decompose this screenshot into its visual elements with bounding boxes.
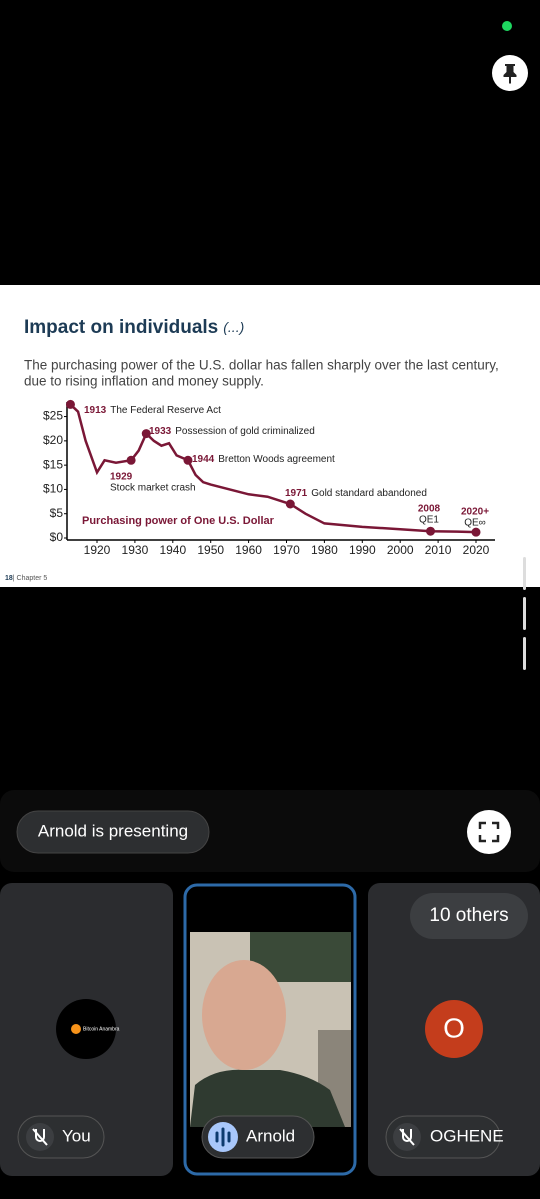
x-tick-label: 2020	[463, 543, 490, 557]
tile-name: You	[62, 1126, 91, 1145]
body-line: The purchasing power of the U.S. dollar …	[24, 358, 499, 373]
event-year: 1913	[84, 405, 107, 416]
y-tick-label: $5	[50, 506, 64, 520]
x-tick-label: 2000	[387, 543, 414, 557]
event-year: 2008	[418, 504, 441, 515]
event-label: 1933 Possession of gold criminalized	[149, 426, 315, 437]
event-text: Gold standard abandoned	[311, 488, 427, 499]
page-number: 18	[5, 575, 13, 582]
mic-icon	[32, 1128, 48, 1146]
event-text: The Federal Reserve Act	[110, 405, 221, 416]
x-tick-label: 1940	[159, 543, 186, 557]
event-text: Possession of gold criminalized	[175, 426, 315, 437]
pin-icon	[503, 64, 517, 84]
series-line	[69, 403, 477, 534]
y-tick-label: $0	[50, 530, 64, 544]
y-tick-label: $25	[43, 409, 63, 423]
pin-button[interactable]	[492, 55, 528, 91]
presenter-label: Arnold is presenting	[38, 821, 188, 840]
y-tick-label: $15	[43, 457, 63, 471]
fullscreen-icon	[478, 821, 500, 843]
others-label: 10 others	[429, 905, 508, 926]
pill	[410, 893, 528, 939]
others-pill[interactable]: 10 others	[410, 893, 528, 939]
x-tick-label: 1980	[311, 543, 338, 557]
logo-mark	[71, 1024, 81, 1034]
event-year: 1971	[285, 488, 308, 499]
event-year: 1929	[110, 472, 133, 483]
pill	[16, 810, 210, 854]
x-tick-label: 1990	[349, 543, 376, 557]
event-label: 1913 The Federal Reserve Act	[84, 405, 221, 416]
event-label: 1971 Gold standard abandoned	[285, 488, 427, 499]
avatar-initial: O	[443, 1012, 465, 1043]
speaking-icon	[215, 1127, 231, 1147]
event-marker	[426, 526, 436, 536]
video	[190, 932, 351, 1127]
event-marker	[126, 455, 136, 465]
x-tick-label: 1970	[273, 543, 300, 557]
event-marker	[183, 455, 193, 465]
x-tick-label: 2010	[425, 543, 452, 557]
tile-name: OGHENE	[430, 1126, 504, 1145]
slide-title: Impact on individuals (...)	[24, 317, 244, 338]
title-suffix: (...)	[223, 319, 244, 335]
y-tick-label: $10	[43, 482, 63, 496]
fullscreen-circle	[467, 810, 511, 854]
slide-footer: 18| Chapter 5	[5, 575, 47, 582]
avatar	[425, 1000, 483, 1058]
chapter: | Chapter 5	[13, 575, 48, 582]
slide	[0, 285, 540, 587]
body-line: due to rising inflation and money supply…	[24, 374, 264, 389]
event-text: QE∞	[464, 518, 486, 529]
logo-text: Bitcoin Anambra	[83, 1026, 120, 1032]
video-shirt	[190, 1069, 345, 1127]
series-label: Purchasing power of One U.S. Dollar	[82, 515, 275, 527]
x-tick-label: 1920	[84, 543, 111, 557]
event-text: Stock market crash	[110, 483, 196, 494]
event-marker	[65, 399, 75, 409]
y-tick-label: $20	[43, 433, 63, 447]
name-pill: OGHENE	[385, 1115, 504, 1159]
event-year: 1933	[149, 426, 172, 437]
event-text: QE1	[419, 515, 439, 526]
event-text: Bretton Woods agreement	[218, 454, 335, 465]
chart: $0 $5 $10 $15 $20 $25 1920 1930 1940 1950 1960 1970…	[43, 399, 495, 557]
name-pill: You	[17, 1115, 105, 1159]
event-label: 1944 Bretton Woods agreement	[192, 454, 335, 465]
avatar-logo	[56, 999, 116, 1059]
status-dot	[502, 21, 512, 31]
x-tick-label: 1950	[197, 543, 224, 557]
mic-icon	[399, 1128, 415, 1146]
event-year: 1944	[192, 454, 215, 465]
scroll-indicator	[523, 597, 526, 630]
x-tick-label: 1930	[122, 543, 149, 557]
scroll-indicator	[523, 637, 526, 670]
event-marker	[285, 499, 295, 509]
event-year: 2020+	[461, 507, 489, 518]
event-marker	[141, 429, 151, 439]
name-pill: Arnold	[201, 1115, 315, 1159]
tile-name: Arnold	[246, 1126, 295, 1145]
event-marker	[471, 527, 481, 537]
video-face	[202, 960, 286, 1070]
x-tick-label: 1960	[235, 543, 262, 557]
title: Impact on individuals	[24, 317, 218, 338]
fullscreen-button[interactable]	[467, 810, 511, 854]
presenter-pill: Arnold is presenting	[16, 810, 210, 854]
scroll-indicator	[523, 557, 526, 590]
